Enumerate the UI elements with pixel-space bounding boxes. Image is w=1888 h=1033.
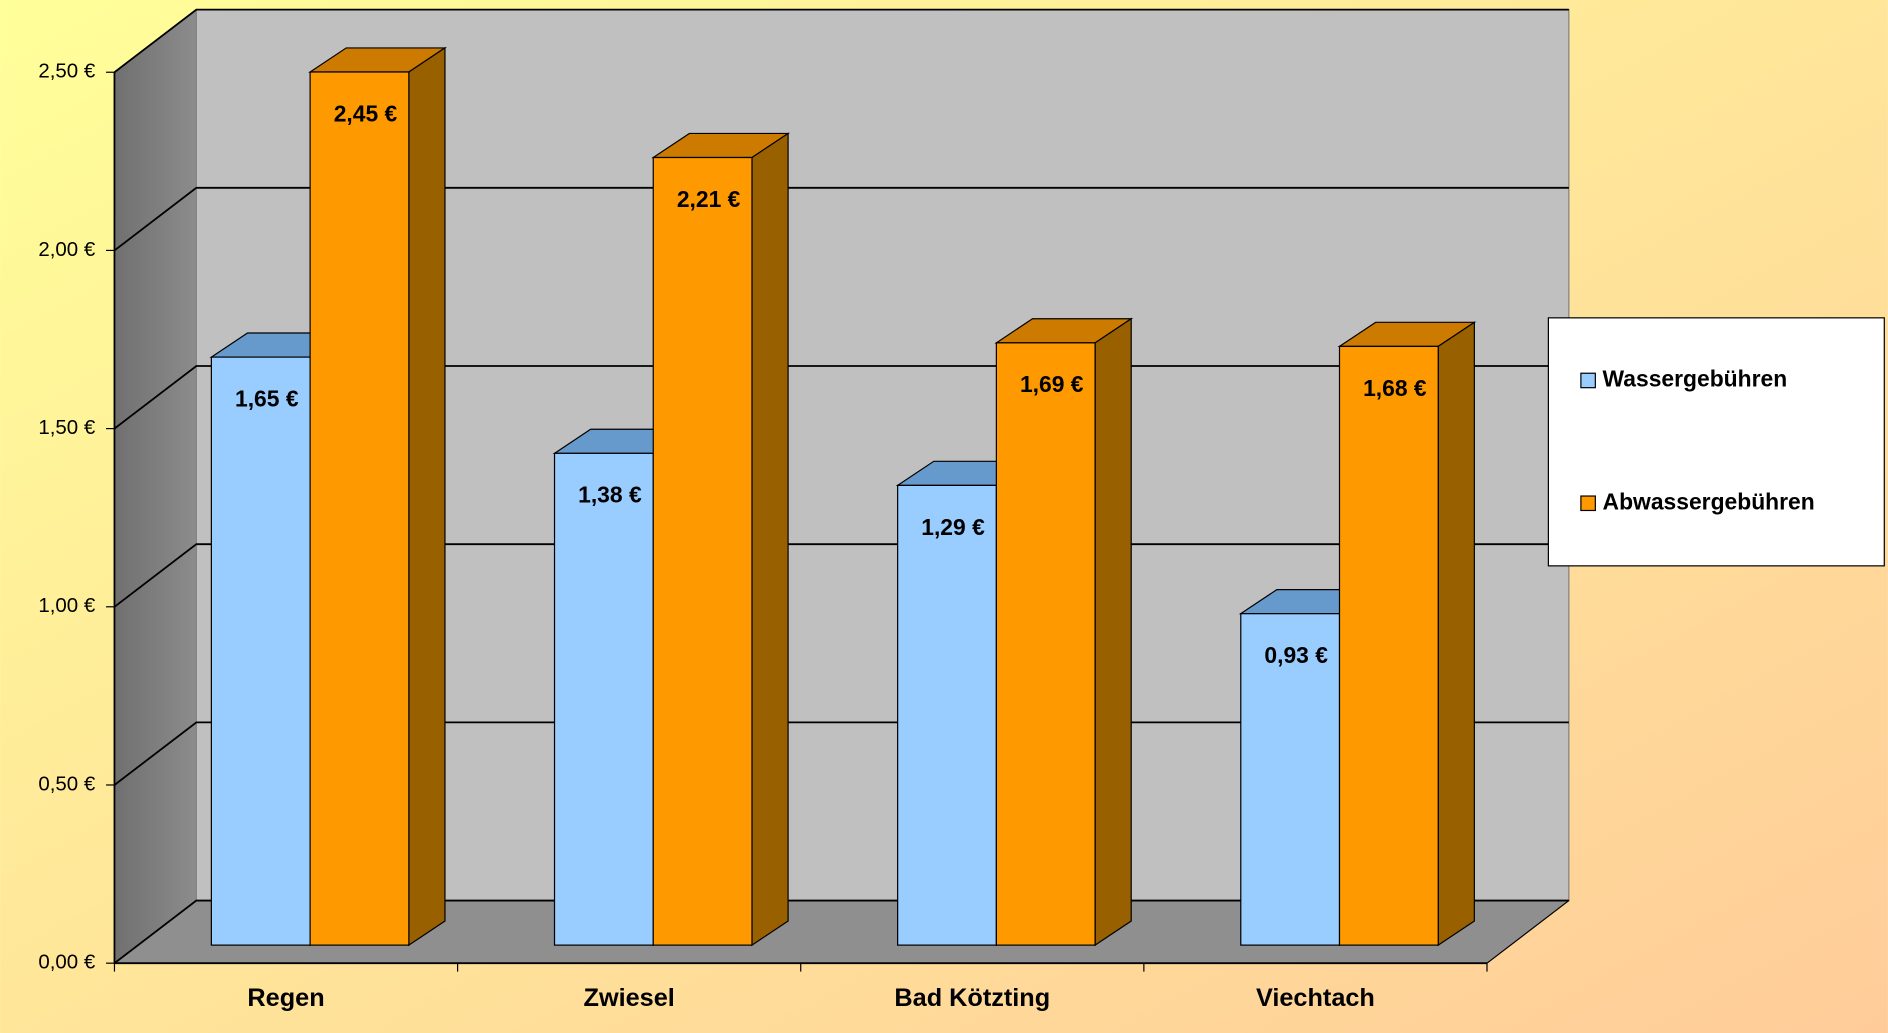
bar-side [1094, 317, 1132, 947]
y-tick-label: 0,00 € [38, 951, 95, 974]
value-label: 1,69 € [1020, 371, 1084, 397]
value-label: 0,93 € [1264, 642, 1328, 668]
legend-swatch [1580, 372, 1596, 389]
x-tick-label: Zwiesel [584, 984, 675, 1012]
bar [1338, 345, 1439, 946]
floor-edge [1486, 900, 1570, 964]
bar [210, 356, 311, 946]
legend-box [1547, 317, 1885, 567]
bar [309, 71, 410, 946]
bar [897, 484, 997, 946]
bar [995, 342, 1096, 946]
grid-line [113, 186, 1569, 252]
value-label: 1,68 € [1363, 375, 1427, 401]
y-tick-label: 2,50 € [38, 60, 95, 83]
value-label: 2,45 € [334, 100, 398, 126]
value-label: 2,21 € [677, 186, 741, 212]
legend-label: Wassergebühren [1603, 365, 1788, 391]
x-tick-label: Bad Kötzting [894, 984, 1050, 1012]
x-tick-label: Regen [247, 984, 324, 1012]
bar [652, 156, 753, 946]
grid-line [113, 8, 1569, 73]
y-tick-label: 1,50 € [38, 416, 95, 439]
legend-swatch [1580, 495, 1596, 512]
value-label: 1,29 € [921, 514, 985, 540]
y-tick-label: 0,50 € [38, 772, 95, 795]
value-label: 1,65 € [235, 385, 299, 411]
bar [553, 452, 654, 946]
bar [1240, 613, 1341, 946]
bar-side [1437, 321, 1475, 947]
x-tick-label: Viechtach [1256, 984, 1375, 1012]
bar-side [408, 46, 446, 947]
y-tick-label: 1,00 € [38, 594, 95, 617]
side-wall [114, 9, 197, 964]
y-tick-label: 2,00 € [38, 238, 95, 261]
value-label: 1,38 € [578, 482, 642, 508]
bar-side [751, 132, 789, 947]
legend-label: Abwassergebühren [1603, 488, 1815, 514]
